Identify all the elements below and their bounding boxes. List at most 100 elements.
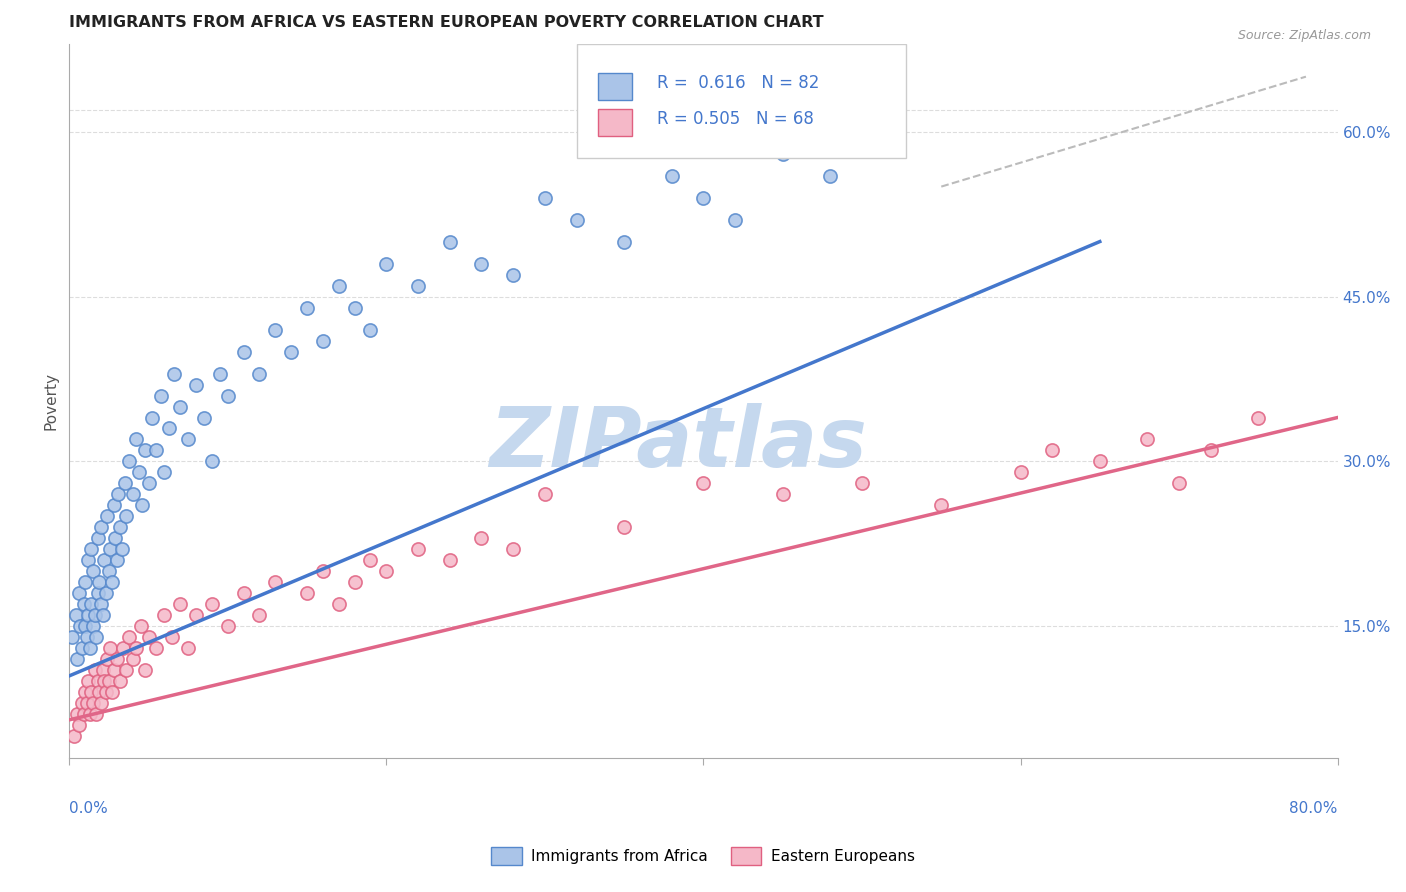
Point <box>82 565 104 579</box>
Point <box>1136 433 1159 447</box>
Point <box>97 674 120 689</box>
Point <box>131 499 153 513</box>
Point <box>128 466 150 480</box>
Point <box>470 256 492 270</box>
Point <box>67 718 90 732</box>
Point <box>75 685 97 699</box>
Point <box>157 421 180 435</box>
Point <box>121 487 143 501</box>
Point <box>169 598 191 612</box>
Text: R =  0.616   N = 82: R = 0.616 N = 82 <box>657 74 818 92</box>
Point <box>75 575 97 590</box>
Point <box>100 641 122 656</box>
Point <box>125 641 148 656</box>
FancyBboxPatch shape <box>598 109 631 136</box>
Point <box>82 619 104 633</box>
Point <box>70 641 93 656</box>
Point <box>77 553 100 567</box>
Point <box>470 532 492 546</box>
Point <box>103 499 125 513</box>
Point <box>1247 410 1270 425</box>
Point <box>110 542 132 557</box>
Point <box>96 652 118 666</box>
Point <box>105 553 128 567</box>
Point <box>201 598 224 612</box>
Point <box>80 542 103 557</box>
Text: 80.0%: 80.0% <box>1289 801 1337 816</box>
Point <box>375 256 398 270</box>
Point <box>163 367 186 381</box>
Point <box>94 586 117 600</box>
Point <box>406 278 429 293</box>
Point <box>66 707 89 722</box>
Point <box>72 598 94 612</box>
Point <box>1088 454 1111 468</box>
FancyBboxPatch shape <box>576 44 907 158</box>
Point <box>90 697 112 711</box>
Point <box>375 565 398 579</box>
Text: IMMIGRANTS FROM AFRICA VS EASTERN EUROPEAN POVERTY CORRELATION CHART: IMMIGRANTS FROM AFRICA VS EASTERN EUROPE… <box>69 15 824 30</box>
Point <box>177 641 200 656</box>
Point <box>84 631 107 645</box>
Point <box>692 191 714 205</box>
Point <box>93 674 115 689</box>
Point <box>439 553 461 567</box>
Point <box>153 466 176 480</box>
Point <box>359 553 381 567</box>
Point <box>115 664 138 678</box>
Point <box>249 608 271 623</box>
Point <box>79 641 101 656</box>
Text: Source: ZipAtlas.com: Source: ZipAtlas.com <box>1237 29 1371 42</box>
Point <box>1010 466 1032 480</box>
Point <box>104 532 127 546</box>
Point <box>328 278 350 293</box>
Point <box>692 476 714 491</box>
Point <box>115 509 138 524</box>
Point <box>141 410 163 425</box>
Point <box>91 664 114 678</box>
Point <box>184 377 207 392</box>
Point <box>107 487 129 501</box>
Point <box>138 476 160 491</box>
Point <box>145 641 167 656</box>
Point <box>565 212 588 227</box>
Point <box>112 641 135 656</box>
Point <box>208 367 231 381</box>
Point <box>108 520 131 534</box>
Point <box>406 542 429 557</box>
Point <box>138 631 160 645</box>
Legend: Immigrants from Africa, Eastern Europeans: Immigrants from Africa, Eastern European… <box>485 841 921 871</box>
Point <box>312 565 335 579</box>
Point <box>76 631 98 645</box>
Point <box>75 619 97 633</box>
Point <box>118 454 141 468</box>
Point <box>772 146 794 161</box>
Point <box>280 344 302 359</box>
Point <box>153 608 176 623</box>
Y-axis label: Poverty: Poverty <box>44 372 58 430</box>
Point <box>193 410 215 425</box>
Point <box>87 586 110 600</box>
Point <box>83 664 105 678</box>
Point <box>249 367 271 381</box>
FancyBboxPatch shape <box>598 73 631 100</box>
Point <box>101 685 124 699</box>
Point <box>295 586 318 600</box>
Point <box>67 586 90 600</box>
Point <box>134 664 156 678</box>
Point <box>87 674 110 689</box>
Point <box>232 344 254 359</box>
Point <box>100 542 122 557</box>
Point <box>118 631 141 645</box>
Point <box>129 619 152 633</box>
Point <box>65 608 87 623</box>
Point <box>343 575 366 590</box>
Point <box>76 697 98 711</box>
Point <box>108 674 131 689</box>
Point <box>929 499 952 513</box>
Point <box>90 598 112 612</box>
Point <box>89 685 111 699</box>
Point <box>145 443 167 458</box>
Point <box>96 509 118 524</box>
Point <box>295 301 318 315</box>
